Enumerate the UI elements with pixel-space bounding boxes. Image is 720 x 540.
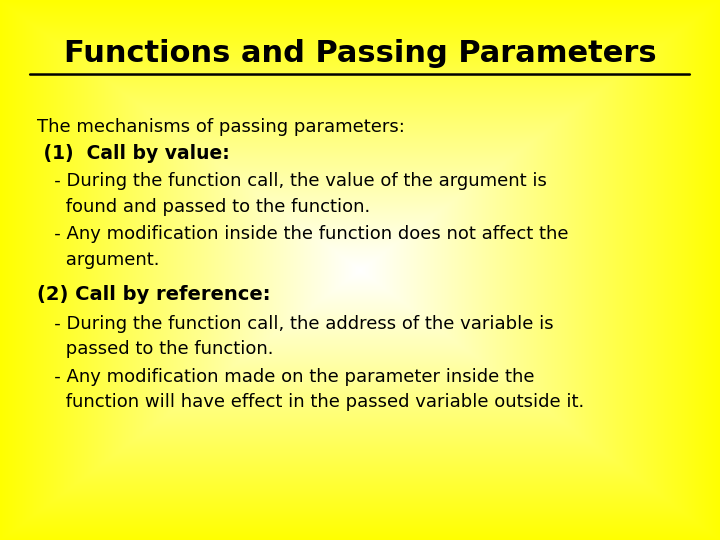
- Text: Functions and Passing Parameters: Functions and Passing Parameters: [63, 39, 657, 69]
- Text: function will have effect in the passed variable outside it.: function will have effect in the passed …: [37, 393, 585, 411]
- Text: The mechanisms of passing parameters:: The mechanisms of passing parameters:: [37, 118, 405, 136]
- Text: - Any modification made on the parameter inside the: - Any modification made on the parameter…: [37, 368, 535, 386]
- Text: passed to the function.: passed to the function.: [37, 340, 274, 359]
- Text: argument.: argument.: [37, 251, 160, 269]
- Text: - Any modification inside the function does not affect the: - Any modification inside the function d…: [37, 225, 569, 244]
- Text: (2) Call by reference:: (2) Call by reference:: [37, 285, 271, 304]
- Text: (1)  Call by value:: (1) Call by value:: [37, 144, 230, 164]
- Text: - During the function call, the value of the argument is: - During the function call, the value of…: [37, 172, 547, 191]
- Text: - During the function call, the address of the variable is: - During the function call, the address …: [37, 315, 554, 333]
- Text: found and passed to the function.: found and passed to the function.: [37, 198, 371, 216]
